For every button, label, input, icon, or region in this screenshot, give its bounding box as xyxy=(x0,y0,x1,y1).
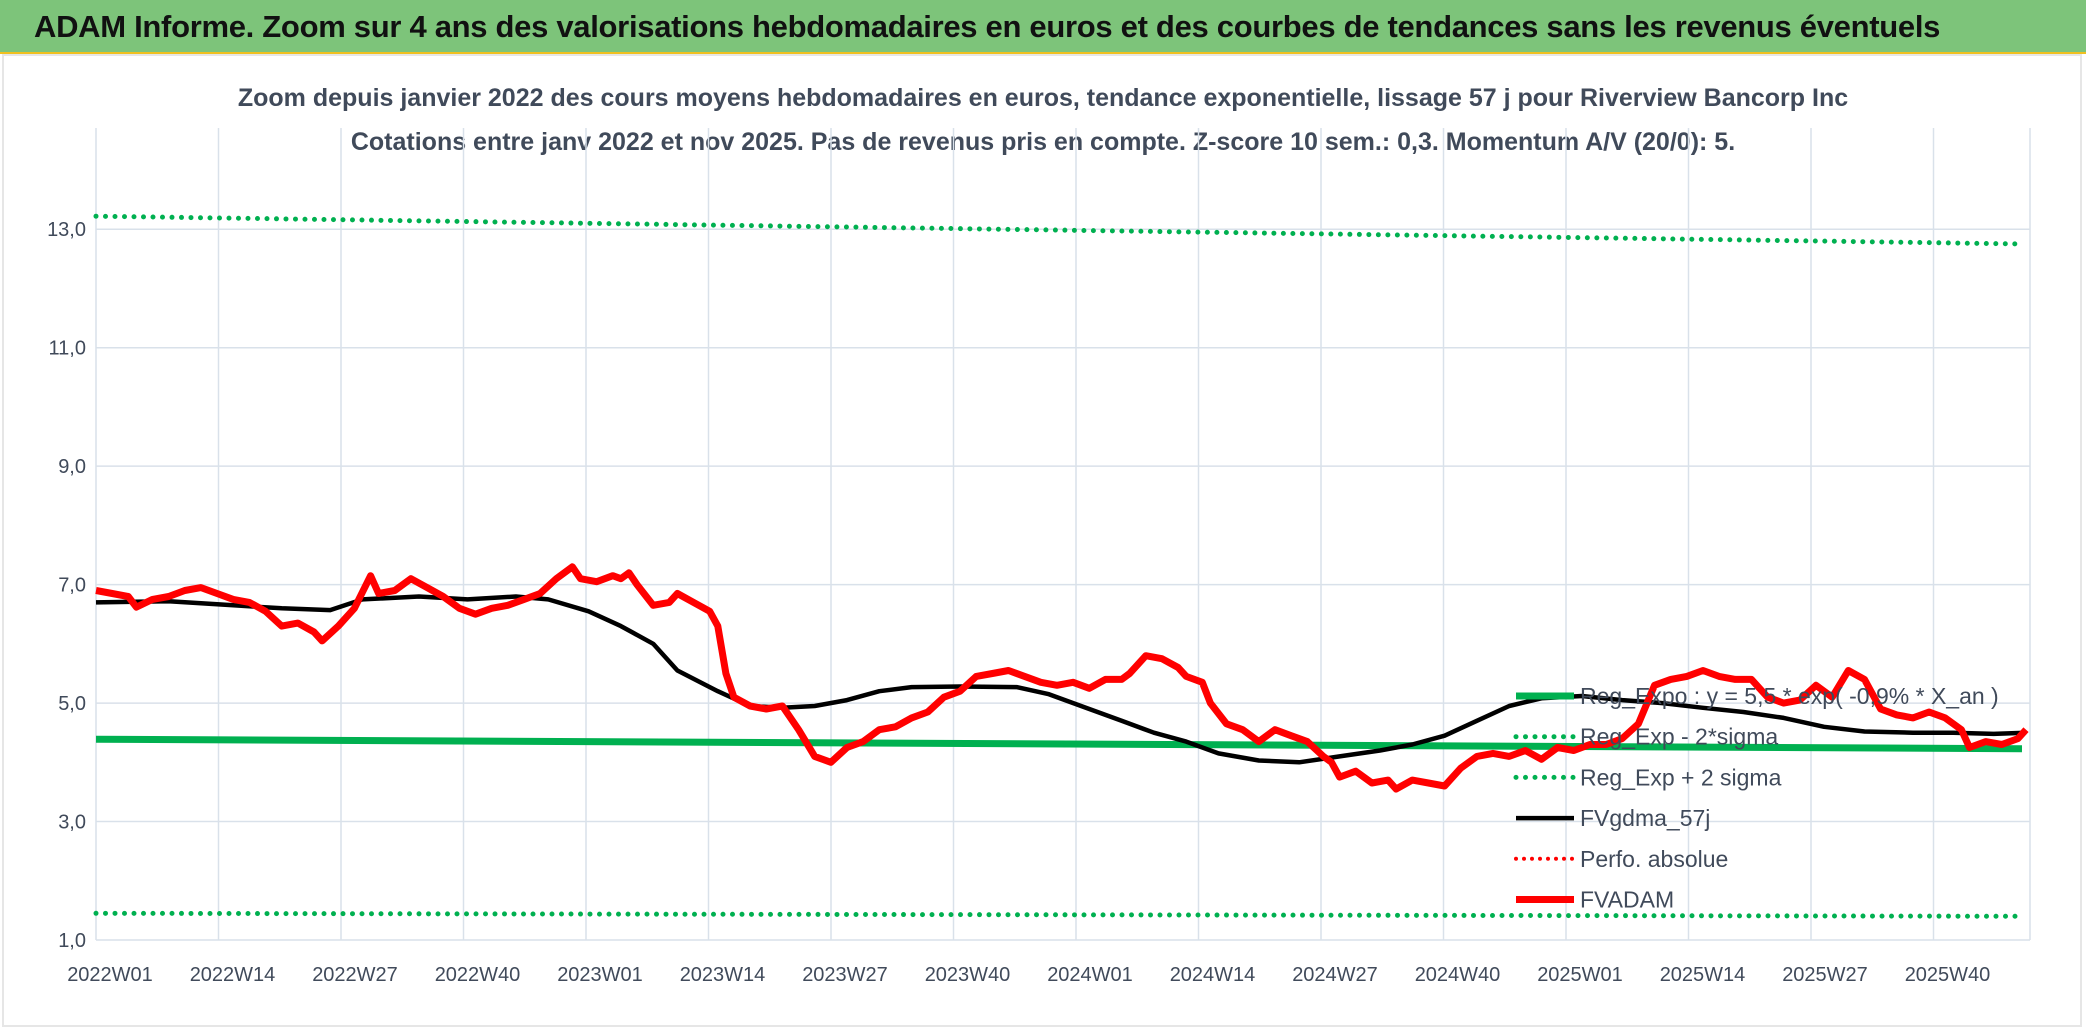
y-tick-label: 7,0 xyxy=(58,575,86,597)
legend-label: Perfo. absolue xyxy=(1580,846,1728,872)
y-tick-label: 1,0 xyxy=(58,930,86,952)
banner-title: ADAM Informe. Zoom sur 4 ans des valoris… xyxy=(34,9,1941,44)
x-tick-label: 2023W27 xyxy=(802,964,888,986)
y-tick-label: 5,0 xyxy=(58,693,86,715)
series-line-5 xyxy=(95,563,2029,793)
legend: Reg_Expo : y = 5,5 * exp( -0,9% * X_an )… xyxy=(1513,683,1999,913)
x-tick-label: 2025W14 xyxy=(1660,964,1746,986)
x-tick-label: 2023W01 xyxy=(557,964,643,986)
legend-label: Reg_Exp - 2*sigma xyxy=(1580,724,1778,750)
chart-frame xyxy=(2,54,2082,1027)
y-tick-label: 11,0 xyxy=(49,338,86,360)
grid xyxy=(95,128,2031,941)
series-line-2 xyxy=(93,213,2025,247)
series-line-1 xyxy=(93,910,2025,919)
legend-label: FVgdma_57j xyxy=(1580,805,1710,831)
x-tick-label: 2023W14 xyxy=(680,964,766,986)
x-tick-label: 2022W27 xyxy=(312,964,398,986)
y-tick-label: 3,0 xyxy=(58,812,86,834)
axes: 1,0 3,0 5,0 7,0 9,0 11,0 13,0 2022W01 2022W14 202… xyxy=(47,219,1990,986)
x-tick-label: 2025W40 xyxy=(1905,964,1991,986)
x-tick-label: 2023W40 xyxy=(925,964,1011,986)
x-tick-label: 2024W14 xyxy=(1170,964,1256,986)
x-tick-label: 2025W01 xyxy=(1537,964,1623,986)
legend-label: Reg_Expo : y = 5,5 * exp( -0,9% * X_an ) xyxy=(1580,683,1999,709)
legend-label: FVADAM xyxy=(1580,887,1674,913)
x-tick-label: 2025W27 xyxy=(1782,964,1868,986)
x-tick-label: 2022W14 xyxy=(190,964,276,986)
x-tick-label: 2022W01 xyxy=(67,964,153,986)
chart-subtitle: Cotations entre janv 2022 et nov 2025. P… xyxy=(350,128,1736,156)
series-lines xyxy=(93,213,2029,919)
y-tick-label: 9,0 xyxy=(58,456,86,478)
x-tick-label: 2024W01 xyxy=(1047,964,1133,986)
header-banner: ADAM Informe. Zoom sur 4 ans des valoris… xyxy=(0,0,2086,54)
series-line-0 xyxy=(95,735,2023,753)
y-tick-label: 13,0 xyxy=(47,219,86,241)
x-tick-label: 2022W40 xyxy=(435,964,521,986)
x-tick-label: 2024W40 xyxy=(1415,964,1501,986)
chart-title: Zoom depuis janvier 2022 des cours moyen… xyxy=(237,84,1849,112)
legend-label: Reg_Exp + 2 sigma xyxy=(1580,764,1782,790)
x-tick-label: 2024W27 xyxy=(1292,964,1378,986)
